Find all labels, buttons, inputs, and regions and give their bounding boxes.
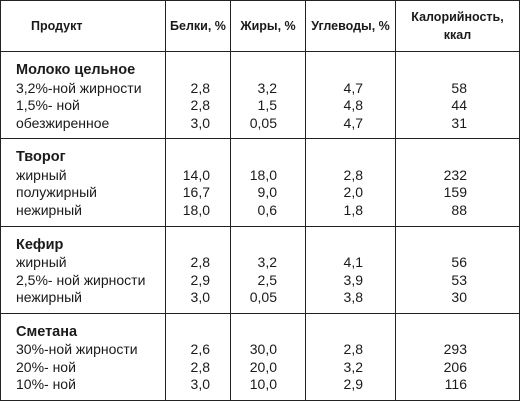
item-label: нежирный (16, 289, 82, 305)
calories-value: 31 (451, 114, 467, 131)
fat-value: 18,0 (249, 166, 277, 183)
fat-value: 0,05 (249, 114, 277, 131)
header-row: Продукт Белки, % Жиры, % Углеводы, % Кал… (0, 0, 520, 52)
protein-cell: 2,8 2,8 3,0 (165, 50, 231, 140)
carbs-value: 1,8 (343, 201, 363, 218)
item-label: 1,5%- ной (16, 97, 80, 113)
protein-value: 3,0 (190, 376, 210, 393)
protein-value: 2,8 (190, 97, 210, 113)
protein-value: 2,6 (190, 341, 210, 358)
calories-value: 293 (443, 341, 467, 358)
protein-value: 2,9 (190, 271, 210, 288)
item-label: жирный (16, 166, 67, 183)
fat-cell: 30,0 20,0 10,0 (230, 312, 306, 402)
carbs-value: 3,9 (343, 271, 363, 288)
header-carbs: Углеводы, % (305, 0, 396, 52)
protein-value: 18,0 (182, 201, 210, 218)
product-cell: Сметана 30%-ной жирности 20%- ной 10%- н… (0, 312, 166, 402)
calories-value: 53 (451, 271, 467, 288)
carbs-value: 4,7 (343, 79, 363, 96)
fat-value: 3,2 (257, 79, 277, 96)
carbs-value: 4,8 (343, 97, 363, 113)
carbs-value: 2,8 (343, 166, 363, 183)
calories-cell: 58 44 31 (395, 50, 520, 140)
group-name: Молоко цельное (16, 62, 136, 78)
carbs-value: 2,8 (343, 341, 363, 358)
carbs-value: 2,0 (343, 184, 363, 201)
protein-cell: 2,6 2,8 3,0 (165, 312, 231, 402)
carbs-value: 4,7 (343, 114, 363, 131)
header-calories: Калорийность, ккал (395, 0, 520, 52)
fat-cell: 3,2 2,5 0,05 (230, 225, 306, 314)
calories-cell: 232 159 88 (395, 138, 520, 227)
protein-value: 3,0 (190, 289, 210, 305)
protein-value: 2,8 (190, 79, 210, 96)
calories-value: 44 (451, 97, 467, 113)
carbs-value: 4,1 (343, 254, 363, 270)
item-label: полужирный (16, 184, 97, 201)
header-protein: Белки, % (165, 0, 231, 52)
table-row-group: Молоко цельное 3,2%-ной жирности 1,5%- н… (0, 50, 520, 140)
calories-value: 232 (443, 166, 467, 183)
calories-value: 206 (443, 358, 467, 375)
protein-cell: 14,0 16,7 18,0 (165, 138, 231, 227)
fat-value: 0,05 (249, 289, 277, 305)
product-cell: Молоко цельное 3,2%-ной жирности 1,5%- н… (0, 50, 166, 140)
carbs-value: 3,2 (343, 358, 363, 375)
item-label: 10%- ной (16, 376, 76, 393)
product-cell: Творог жирный полужирный нежирный (0, 138, 166, 227)
item-label: нежирный (16, 201, 82, 218)
calories-value: 56 (451, 254, 467, 270)
carbs-cell: 2,8 3,2 2,9 (305, 312, 396, 402)
carbs-value: 3,8 (343, 289, 363, 305)
carbs-value: 2,9 (343, 376, 363, 393)
group-name: Кефир (16, 236, 64, 253)
header-calories-line2: ккал (443, 28, 472, 42)
product-cell: Кефир жирный 2,5%- ной жирности нежирный (0, 225, 166, 314)
fat-value: 10,0 (249, 376, 277, 393)
item-label: 3,2%-ной жирности (16, 79, 142, 96)
calories-value: 58 (451, 79, 467, 96)
calories-value: 159 (443, 184, 467, 201)
carbs-cell: 4,7 4,8 4,7 (305, 50, 396, 140)
fat-value: 1,5 (257, 97, 277, 113)
item-label: 20%- ной (16, 358, 76, 375)
fat-value: 9,0 (257, 184, 277, 201)
header-fat: Жиры, % (230, 0, 306, 52)
protein-value: 16,7 (182, 184, 210, 201)
item-label: жирный (16, 254, 67, 270)
fat-cell: 18,0 9,0 0,6 (230, 138, 306, 227)
fat-value: 2,5 (257, 271, 277, 288)
header-calories-line1: Калорийность, (411, 10, 504, 24)
protein-cell: 2,8 2,9 3,0 (165, 225, 231, 314)
table-row-group: Творог жирный полужирный нежирный 14,0 1… (0, 138, 520, 227)
group-name: Сметана (16, 323, 78, 340)
protein-value: 14,0 (182, 166, 210, 183)
fat-cell: 3,2 1,5 0,05 (230, 50, 306, 140)
fat-value: 20,0 (249, 358, 277, 375)
fat-value: 3,2 (257, 254, 277, 270)
protein-value: 2,8 (190, 254, 210, 270)
header-product: Продукт (0, 0, 166, 52)
table-row-group: Кефир жирный 2,5%- ной жирности нежирный… (0, 225, 520, 314)
fat-value: 0,6 (257, 201, 277, 218)
carbs-cell: 4,1 3,9 3,8 (305, 225, 396, 314)
calories-cell: 56 53 30 (395, 225, 520, 314)
protein-value: 3,0 (190, 114, 210, 131)
table-row-group: Сметана 30%-ной жирности 20%- ной 10%- н… (0, 312, 520, 402)
calories-value: 88 (451, 201, 467, 218)
protein-value: 2,8 (190, 358, 210, 375)
item-label: 2,5%- ной жирности (16, 271, 146, 288)
calories-value: 116 (444, 376, 467, 393)
group-name: Творог (16, 149, 66, 166)
item-label: обезжиренное (16, 114, 110, 131)
fat-value: 30,0 (249, 341, 277, 358)
calories-value: 30 (451, 289, 467, 305)
carbs-cell: 2,8 2,0 1,8 (305, 138, 396, 227)
item-label: 30%-ной жирности (16, 341, 138, 358)
calories-cell: 293 206 116 (395, 312, 520, 402)
